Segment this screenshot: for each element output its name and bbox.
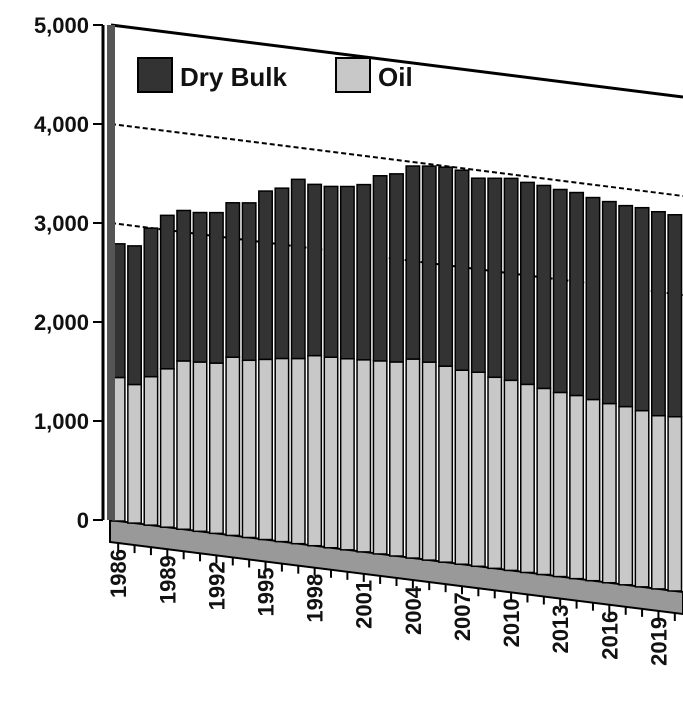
y-tick-label: 2,000 [34,310,89,335]
bar-oil-2010 [503,379,519,572]
bar-oil-1989 [159,368,175,528]
bar-oil-1994 [241,359,257,539]
y-tick-label: 3,000 [34,211,89,236]
bar-oil-2005 [421,361,437,561]
bar-dry-bulk-1995 [258,190,273,361]
bar-dry-bulk-2017 [618,204,634,408]
bar-oil-2007 [454,369,470,565]
bar-oil-2019 [650,414,666,590]
bar-dry-bulk-1987 [127,245,143,386]
bar-dry-bulk-2004 [405,165,421,360]
bar-dry-bulk-1991 [192,211,208,363]
bar-oil-1995 [258,358,273,541]
bar-oil-2002 [372,360,388,555]
bar-oil-1998 [307,354,323,547]
bar-dry-bulk-2002 [372,175,388,362]
legend-label-dry-bulk: Dry Bulk [180,62,287,92]
legend-swatch-dry-bulk [137,57,173,93]
bar-oil-1991 [192,361,208,533]
x-tick-label: 2001 [352,580,377,629]
bar-dry-bulk-2007 [454,169,470,371]
bar-oil-1987 [127,383,143,524]
bar-oil-1997 [290,357,306,545]
bar-dry-bulk-2000 [339,185,355,360]
bar-oil-1992 [208,362,224,535]
bar-dry-bulk-2013 [552,188,568,394]
bar-oil-2003 [389,361,404,557]
bar-dry-bulk-2019 [650,210,666,417]
bar-oil-2004 [405,358,421,559]
bar-oil-2006 [438,365,454,563]
bar-dry-bulk-1992 [208,211,224,364]
x-tick-label: 2004 [401,585,426,635]
bar-dry-bulk-2016 [601,200,617,405]
y-tick-label: 0 [77,508,89,533]
y-tick-label: 1,000 [34,409,89,434]
bar-oil-2011 [520,383,535,574]
bar-dry-bulk-2005 [421,165,437,363]
bar-oil-2018 [634,409,650,588]
x-axis: 1986 1989 1992 1995 1998 2001 2004 2007 2010 2013… [106,543,676,666]
bar-dry-bulk-2011 [520,181,535,386]
bar-dry-bulk-2012 [536,184,552,390]
bar-dry-bulk-1996 [274,187,290,360]
bar-oil-1993 [225,356,241,537]
bar-dry-bulk-2009 [487,177,503,379]
x-tick-label: 1998 [303,574,328,623]
bar-dry-bulk-2010 [503,177,519,382]
bar-dry-bulk-2001 [356,183,372,361]
bar-oil-2001 [356,359,372,553]
x-tick-label: 1992 [204,561,229,610]
legend: Dry Bulk Oil [137,57,413,93]
bar-oil-1990 [176,360,192,531]
bar-oil-1988 [143,375,159,526]
bar-dry-bulk-1997 [290,178,306,360]
bar-oil-2014 [569,394,585,580]
y-tick-label: 5,000 [34,13,89,38]
x-tick-label: 1989 [155,555,180,604]
bar-oil-2017 [618,405,634,586]
bars-group [109,165,683,616]
bar-dry-bulk-1989 [159,214,175,370]
y-axis-wall [107,25,115,520]
x-tick-label: 2019 [646,617,671,666]
bar-dry-bulk-2003 [389,173,404,363]
bar-dry-bulk-2020 [667,214,683,418]
bar-oil-2009 [487,376,503,570]
bar-dry-bulk-1998 [307,183,323,357]
x-tick-label: 2010 [499,598,524,647]
bar-dry-bulk-2014 [569,191,585,397]
bar-oil-2013 [552,391,568,578]
bar-oil-2012 [536,387,552,576]
legend-swatch-oil [335,57,371,93]
x-tick-label: 2016 [597,611,622,660]
bar-oil-1996 [274,357,290,543]
bar-dry-bulk-2015 [585,196,601,401]
bar-oil-2016 [601,402,617,584]
legend-label-oil: Oil [378,62,413,92]
bar-oil-2000 [339,358,355,551]
x-tick-label: 1995 [254,568,279,617]
bar-dry-bulk-2008 [470,177,486,373]
x-tick-label: 2013 [548,605,573,654]
bar-oil-2008 [470,371,486,568]
x-tick-label: 2007 [450,592,475,641]
bar-dry-bulk-1990 [176,209,192,362]
gridline [110,123,683,197]
x-tick-label: 1986 [106,549,131,598]
y-axis: 0 1,000 2,000 3,000 4,000 5,000 [34,13,115,533]
gridline [110,23,683,99]
bar-oil-2015 [585,398,601,582]
bar-dry-bulk-2018 [634,206,650,412]
y-tick-label: 4,000 [34,112,89,137]
bar-oil-1999 [323,356,339,549]
bar-dry-bulk-1988 [143,227,159,378]
bar-dry-bulk-1993 [225,202,241,358]
bar-dry-bulk-1994 [241,202,257,362]
bar-dry-bulk-1999 [323,185,339,358]
bar-dry-bulk-2006 [438,166,454,367]
bar-oil-2020 [667,415,683,592]
